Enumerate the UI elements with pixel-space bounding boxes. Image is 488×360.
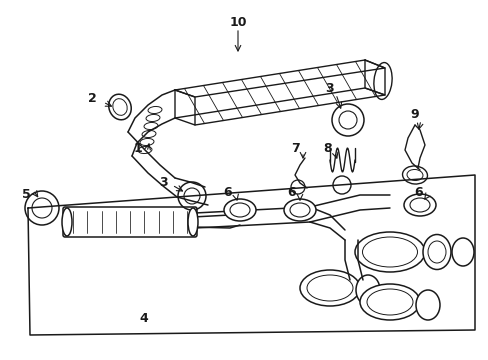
- FancyBboxPatch shape: [63, 207, 197, 237]
- Ellipse shape: [422, 234, 450, 270]
- Text: 6: 6: [287, 186, 296, 199]
- Ellipse shape: [62, 208, 72, 236]
- Ellipse shape: [451, 238, 473, 266]
- Text: 7: 7: [291, 141, 300, 154]
- Text: 9: 9: [410, 108, 418, 122]
- Text: 10: 10: [229, 15, 246, 28]
- Ellipse shape: [224, 199, 256, 221]
- Text: 3: 3: [159, 175, 167, 189]
- Ellipse shape: [427, 241, 445, 263]
- Ellipse shape: [409, 198, 429, 212]
- Ellipse shape: [415, 290, 439, 320]
- Text: 2: 2: [87, 91, 96, 104]
- Text: 6: 6: [223, 186, 232, 199]
- Ellipse shape: [284, 199, 315, 221]
- Ellipse shape: [354, 232, 424, 272]
- Ellipse shape: [289, 203, 309, 217]
- Text: 1: 1: [133, 141, 142, 154]
- Ellipse shape: [187, 208, 198, 236]
- Ellipse shape: [359, 284, 419, 320]
- Ellipse shape: [229, 203, 249, 217]
- Text: 8: 8: [323, 141, 332, 154]
- Text: 6: 6: [414, 186, 423, 199]
- Ellipse shape: [355, 275, 379, 305]
- Text: 4: 4: [140, 311, 148, 324]
- Text: 5: 5: [21, 189, 30, 202]
- Ellipse shape: [403, 194, 435, 216]
- Ellipse shape: [299, 270, 359, 306]
- Text: 3: 3: [325, 81, 334, 94]
